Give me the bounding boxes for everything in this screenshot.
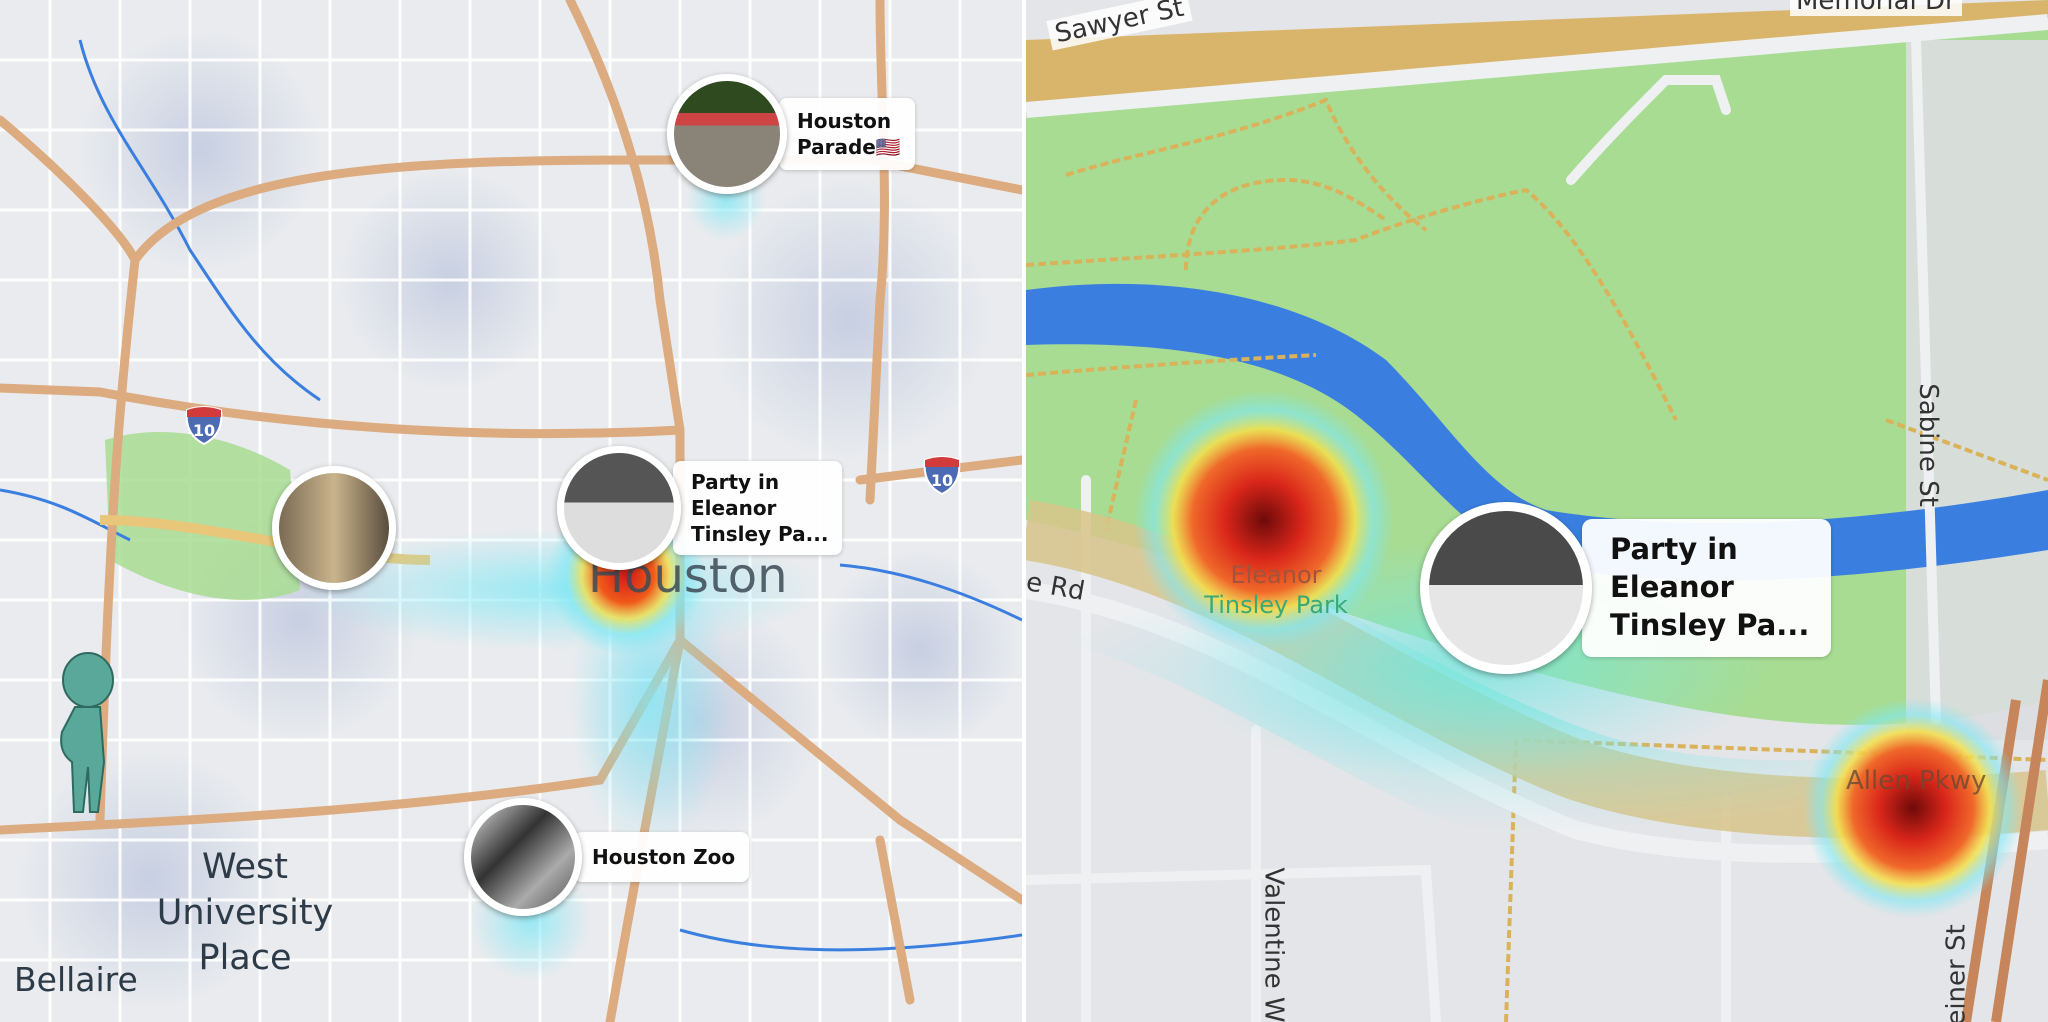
- us-flag-icon: 🇺🇸: [875, 135, 901, 159]
- city-map-canvas[interactable]: [0, 0, 1022, 1022]
- place-label-bellaire: Bellaire: [14, 960, 138, 999]
- story-label[interactable]: Houston Parade🇺🇸: [779, 98, 915, 170]
- story-thumbnail[interactable]: [272, 466, 396, 590]
- story-bubble-party-eleanor-tinsley[interactable]: Party in Eleanor Tinsley Pa...: [557, 446, 843, 570]
- story-title-line: Party in: [1610, 532, 1738, 567]
- bitmoji-avatar-icon[interactable]: [50, 652, 120, 817]
- street-label-sabine: Sabine St: [1912, 383, 1943, 507]
- place-label-west-university: West University Place: [156, 847, 334, 978]
- story-title-line: Eleanor: [691, 496, 777, 520]
- story-bubble-unlabeled[interactable]: [272, 466, 396, 590]
- park-area: [105, 431, 300, 600]
- story-title-line: Tinsley Pa...: [1610, 607, 1810, 642]
- park-label-line: Eleanor: [1230, 561, 1322, 589]
- park-label-line: Tinsley Park: [1204, 591, 1348, 619]
- story-bubble-houston-zoo[interactable]: Houston Zoo: [464, 798, 750, 916]
- story-thumbnail[interactable]: [667, 74, 787, 194]
- story-title-line: Houston Zoo: [592, 845, 736, 869]
- story-thumbnail[interactable]: [464, 798, 582, 916]
- story-label[interactable]: Party in Eleanor Tinsley Pa...: [673, 461, 843, 555]
- street-label-einer: einer St: [1941, 924, 1972, 1022]
- interstate-10-shield-icon: 10: [185, 406, 223, 446]
- park-map-canvas[interactable]: [1026, 0, 2048, 1022]
- story-title-line: Houston: [797, 109, 892, 133]
- story-bubble-houston-parade[interactable]: Houston Parade🇺🇸: [667, 74, 915, 194]
- street-label-allen-pkwy: Allen Pkwy: [1846, 766, 1987, 796]
- shield-number: 10: [931, 471, 953, 490]
- story-title-line: Eleanor: [1610, 570, 1734, 605]
- city-map-panel[interactable]: Houston West University Place Bellaire 1…: [0, 0, 1022, 1022]
- story-thumbnail[interactable]: [1420, 502, 1592, 674]
- interstate-10-shield-icon: 10: [923, 456, 961, 496]
- heatmap: [300, 160, 820, 980]
- story-label[interactable]: Houston Zoo: [574, 832, 750, 882]
- heat-hotspot: [1803, 698, 2023, 918]
- street-label-valentine: Valentine W: [1258, 867, 1289, 1022]
- story-label[interactable]: Party in Eleanor Tinsley Pa...: [1582, 519, 1832, 657]
- street-label-memorial: Memorial Dr: [1790, 0, 1962, 16]
- park-label: Eleanor Tinsley Park: [1186, 560, 1366, 620]
- bayou-lines: [0, 39, 1022, 952]
- shield-number: 10: [193, 421, 215, 440]
- story-title-line: Party in: [691, 470, 780, 494]
- heat-hotspot: [1134, 390, 1394, 650]
- road: [1026, 14, 2048, 118]
- story-thumbnail[interactable]: [557, 446, 681, 570]
- story-bubble-party-eleanor-tinsley[interactable]: Party in Eleanor Tinsley Pa...: [1420, 502, 1832, 674]
- park-map-panel[interactable]: Sawyer St Memorial Dr Sabine St e Rd Val…: [1026, 0, 2048, 1022]
- story-title-line: Tinsley Pa...: [691, 522, 829, 546]
- story-title-line: Parade: [797, 135, 876, 159]
